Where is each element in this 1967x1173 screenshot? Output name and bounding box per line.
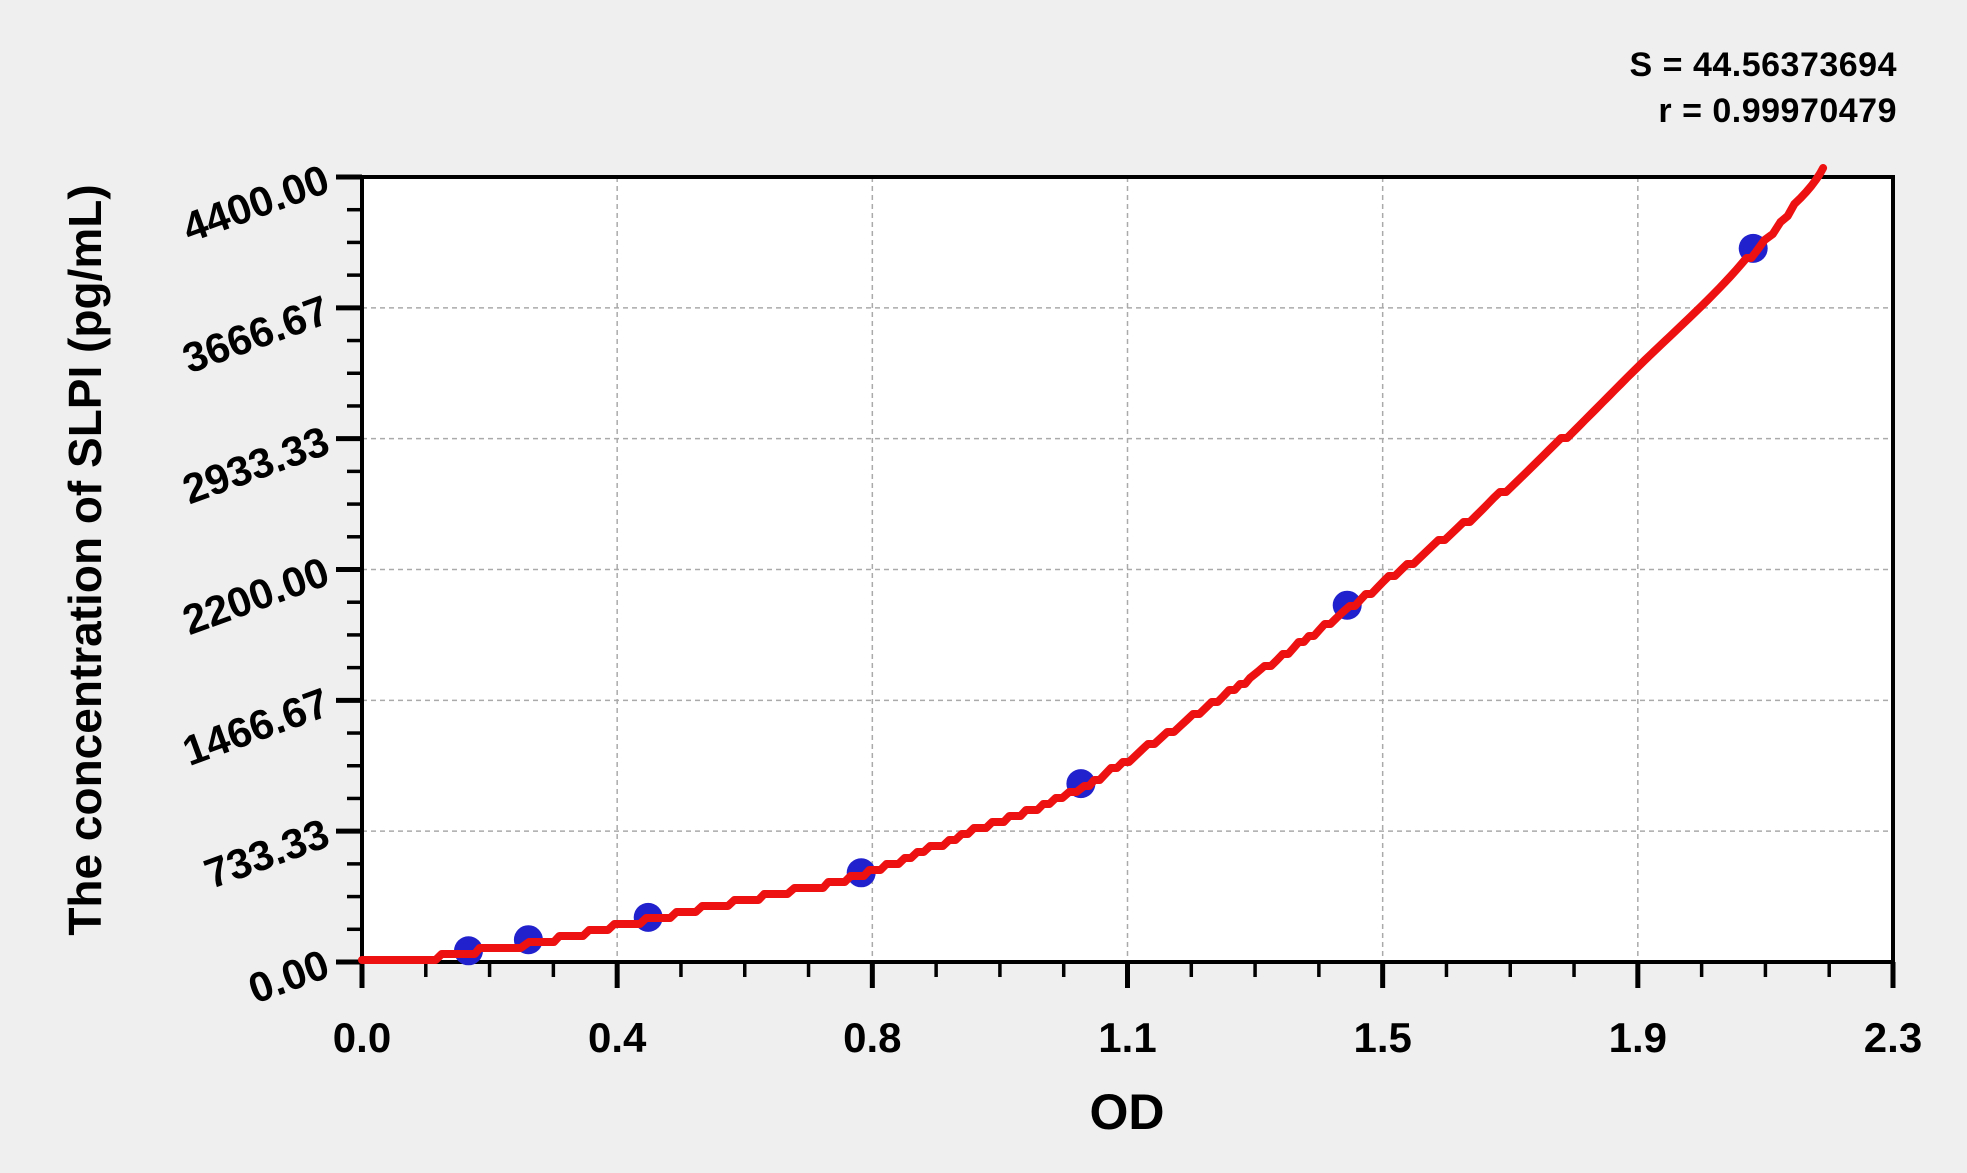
y-tick-label: 0.00	[242, 940, 335, 1012]
x-tick-label: 1.9	[1609, 1014, 1667, 1061]
fit-curve	[358, 164, 1828, 964]
x-axis-title: OD	[1089, 1084, 1165, 1140]
y-tick-label: 1466.67	[176, 679, 335, 775]
x-tick-label: 2.3	[1864, 1014, 1922, 1061]
y-tick-label: 3666.67	[176, 286, 335, 382]
fit-r-value: r = 0.99970479	[1658, 92, 1897, 130]
x-tick-label: 1.1	[1098, 1014, 1156, 1061]
y-tick-label: 4400.00	[176, 155, 335, 251]
y-axis-title: The concentration of SLPI (pg/mL)	[59, 184, 111, 936]
fit-statistics: S = 44.56373694 r = 0.99970479	[1630, 42, 1897, 134]
x-tick-label: 1.5	[1353, 1014, 1411, 1061]
x-tick-label: 0.4	[588, 1014, 647, 1061]
fit-s-value: S = 44.56373694	[1629, 46, 1897, 84]
y-tick-label: 733.33	[198, 809, 335, 897]
x-tick-label: 0.8	[843, 1014, 901, 1061]
y-tick-label: 2933.33	[176, 417, 335, 513]
plot-frame	[360, 175, 1895, 964]
x-tick-label: 0.0	[333, 1014, 391, 1061]
y-tick-label: 2200.00	[176, 548, 335, 644]
